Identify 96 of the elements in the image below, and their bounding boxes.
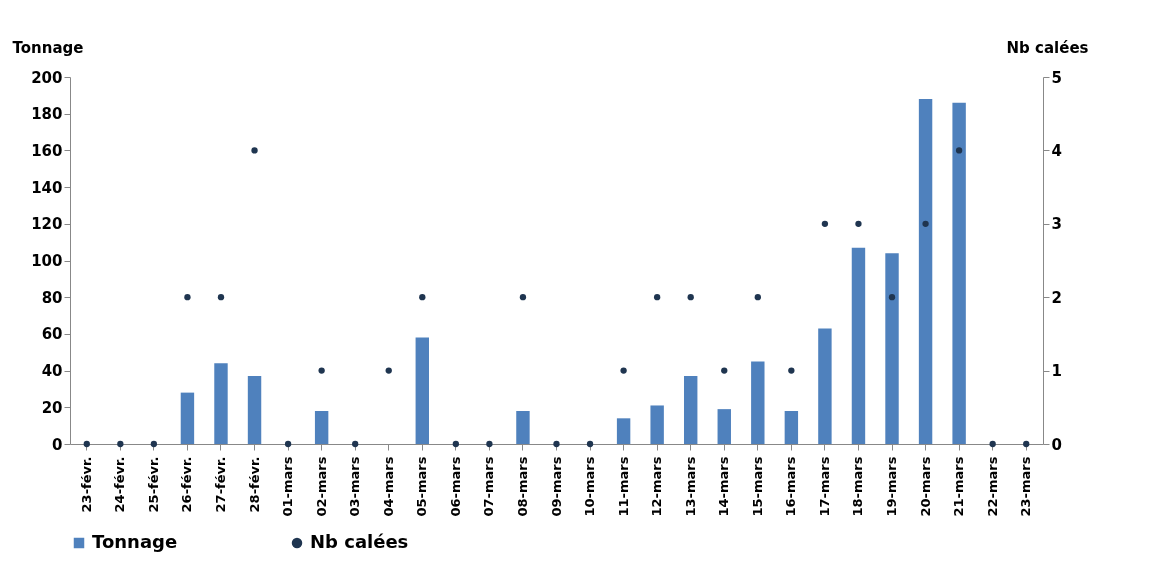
point [754, 294, 761, 301]
x-tick-label: 18-mars [850, 456, 866, 517]
x-tick-label: 22-mars [984, 456, 1000, 517]
bar [314, 410, 329, 444]
x-tick-label: 14-mars [716, 456, 732, 517]
x-tick-label: 16-mars [783, 456, 799, 517]
bar [717, 409, 731, 444]
x-tick-label: 24-févr. [112, 456, 128, 513]
y2-tick-label: 3 [1051, 215, 1062, 234]
x-tick-label: 12-mars [649, 456, 665, 517]
x-tick-label: 07-mars [481, 456, 497, 517]
point [586, 440, 594, 448]
point [452, 440, 460, 448]
y2-tick-label: 5 [1051, 68, 1062, 87]
point [553, 440, 560, 448]
y-tick-label: 40 [41, 362, 63, 381]
x-tick-label: 28-févr. [246, 456, 262, 513]
point [83, 440, 90, 448]
point [721, 367, 728, 374]
bar [214, 363, 228, 444]
point [855, 220, 862, 227]
bar [751, 361, 765, 444]
bar [851, 247, 866, 444]
y-tick-label: 180 [31, 105, 63, 124]
point [620, 367, 627, 374]
point [385, 367, 392, 374]
x-tick-label: 13-mars [682, 456, 698, 517]
x-tick-label: 23-mars [1018, 456, 1034, 517]
y2-tick-label: 0 [1051, 435, 1062, 454]
x-tick-label: 10-mars [582, 456, 598, 517]
legend-label: Nb calées [310, 531, 409, 552]
point [922, 220, 929, 227]
bar [918, 99, 933, 444]
point [150, 440, 158, 448]
bar [616, 418, 631, 444]
y-tick-label: 200 [31, 68, 63, 87]
x-tick-label: 02-mars [313, 456, 329, 517]
bar [818, 328, 832, 444]
legend-label: Tonnage [92, 531, 178, 552]
x-tick-label: 17-mars [816, 456, 832, 517]
point [486, 440, 493, 448]
bar [180, 392, 195, 444]
y2-tick-label: 4 [1051, 141, 1062, 160]
point [251, 147, 258, 154]
point [284, 440, 292, 448]
bar [650, 405, 664, 444]
y-tick-label: 120 [31, 215, 63, 234]
y-tick-label: 100 [31, 252, 63, 270]
y2-tick-label: 2 [1051, 288, 1062, 307]
x-tick-label: 05-mars [414, 456, 430, 517]
x-tick-label: 11-mars [615, 456, 631, 517]
x-tick-label: 25-févr. [145, 456, 161, 513]
x-tick-label: 01-mars [280, 456, 296, 517]
bar [516, 410, 530, 444]
bar [684, 376, 698, 444]
point [318, 367, 325, 374]
y2-tick-label: 1 [1051, 362, 1062, 381]
y-tick-label: 80 [41, 288, 63, 307]
x-tick-label: 23-févr. [78, 456, 94, 513]
point [117, 440, 124, 448]
y-tick-label: 60 [41, 325, 63, 344]
x-tick-label: 15-mars [749, 456, 765, 517]
bar [885, 253, 899, 444]
x-tick-label: 09-mars [548, 456, 564, 517]
x-tick-label: 19-mars [884, 456, 900, 517]
y-tick-label: 140 [31, 178, 63, 197]
x-tick-label: 27-févr. [212, 456, 228, 513]
point [217, 294, 225, 301]
bar [952, 102, 966, 444]
y-axis-title: Tonnage [12, 38, 84, 57]
bar [247, 376, 262, 444]
point [955, 147, 963, 154]
y-tick-label: 0 [52, 435, 63, 454]
point [419, 294, 426, 301]
x-tick-label: 06-mars [447, 456, 463, 517]
y-tick-label: 160 [31, 141, 63, 160]
y-tick-label: 20 [41, 398, 63, 417]
point [184, 294, 191, 301]
bar [784, 410, 799, 444]
x-tick-label: 08-mars [514, 456, 530, 517]
x-tick-label: 21-mars [951, 456, 967, 517]
point [687, 294, 694, 301]
point [821, 220, 829, 227]
point [653, 294, 661, 301]
point [352, 440, 359, 448]
bar [415, 337, 429, 444]
point [788, 367, 795, 374]
point [888, 294, 896, 301]
point [1023, 440, 1030, 448]
x-tick-label: 03-mars [347, 456, 363, 517]
point [519, 294, 527, 301]
x-tick-label: 26-févr. [179, 456, 195, 513]
x-tick-label: 20-mars [917, 456, 933, 517]
y2-axis-title: Nb calées [1006, 38, 1089, 57]
x-tick-label: 04-mars [380, 456, 396, 517]
point [989, 440, 996, 448]
